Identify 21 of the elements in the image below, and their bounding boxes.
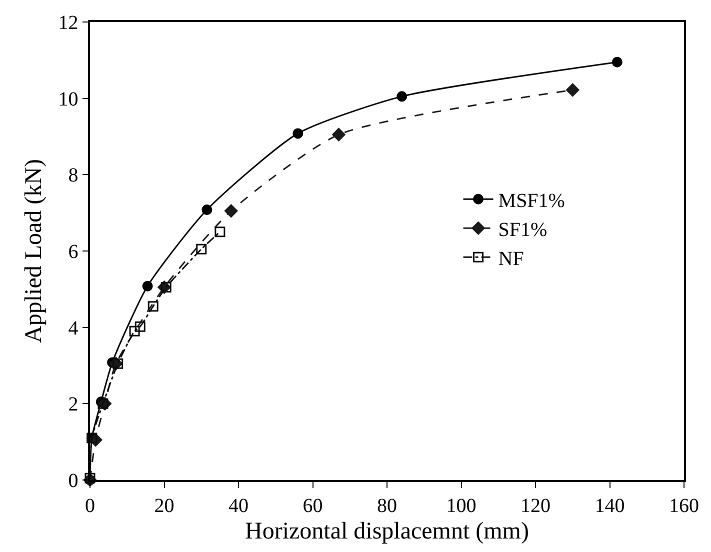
x-tick-label: 60 (302, 494, 323, 517)
x-tick-label: 100 (446, 494, 476, 517)
x-tick-label: 0 (85, 494, 95, 517)
x-tick-label: 80 (377, 494, 397, 517)
x-tick-label: 120 (520, 494, 550, 517)
x-tick-label: 160 (669, 494, 699, 517)
y-axis-title: Applied Load (kN) (20, 159, 47, 343)
legend-label: MSF1% (498, 190, 565, 212)
y-tick-label: 0 (68, 470, 78, 492)
y-tick-label: 6 (68, 241, 78, 263)
y-tick-label: 8 (68, 164, 78, 187)
legend-label: NF (498, 248, 524, 270)
y-tick-label: 12 (58, 12, 78, 34)
y-tick-label: 4 (68, 317, 78, 340)
y-tick-label: 10 (58, 88, 78, 110)
y-tick-label: 2 (68, 394, 78, 416)
x-tick-label: 20 (154, 494, 174, 517)
x-axis-title: Horizontal displacemnt (mm) (245, 518, 529, 545)
x-tick-label: 40 (228, 494, 248, 517)
x-tick-label: 140 (594, 494, 625, 517)
legend-label: SF1% (498, 218, 548, 241)
